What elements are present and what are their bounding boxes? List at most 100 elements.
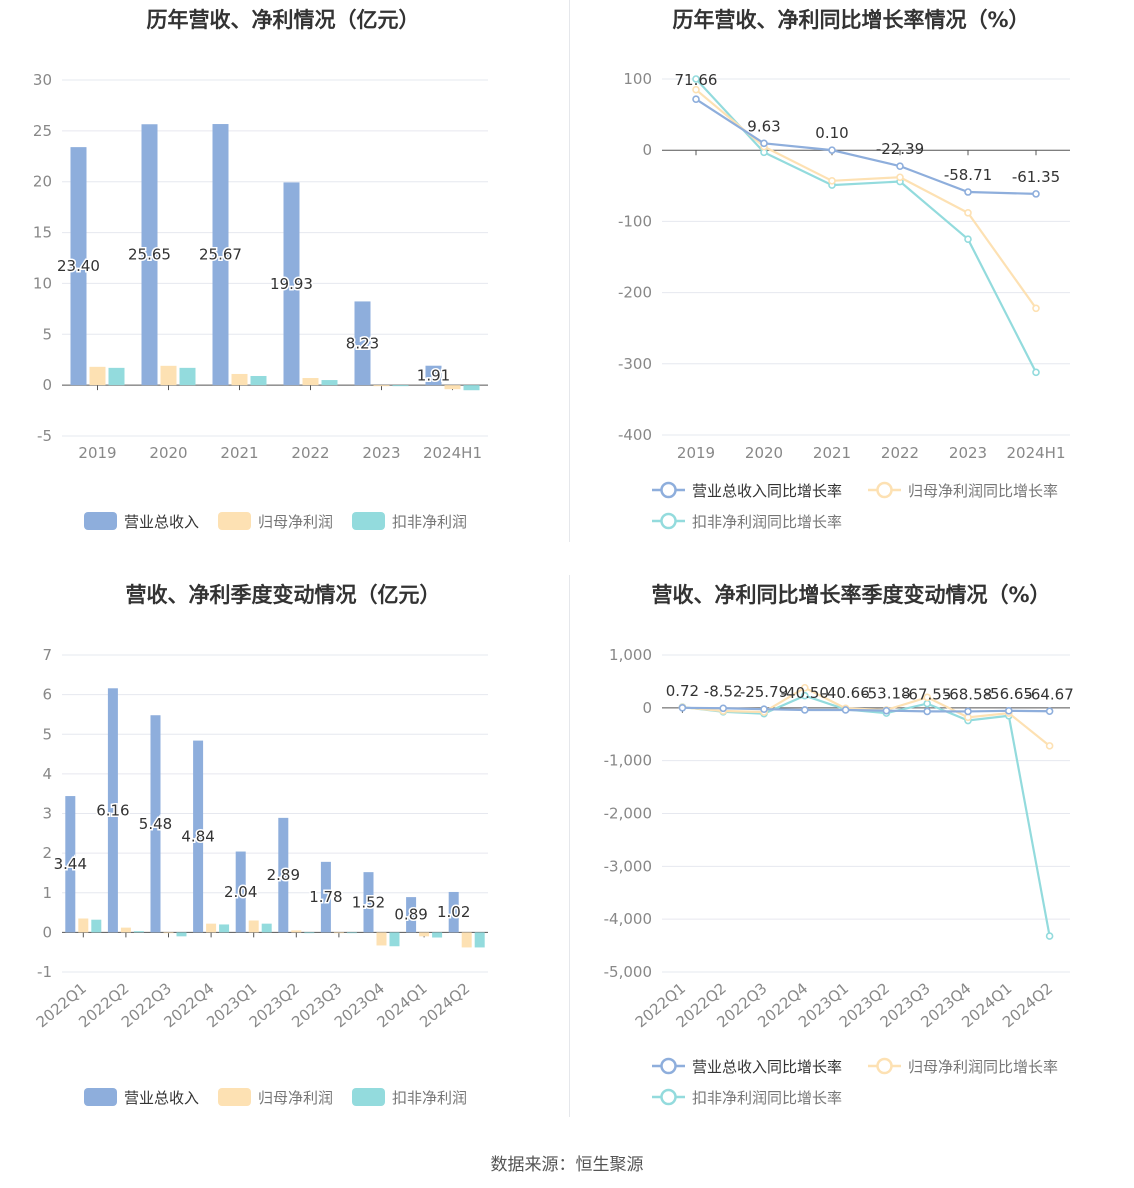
bar-deducted [474, 932, 485, 948]
data-point [760, 705, 768, 713]
data-label: 3.44 [54, 855, 87, 873]
data-label: -8.52 [704, 682, 743, 700]
data-label: -25.79 [740, 683, 788, 701]
data-label: -68.58 [944, 685, 992, 703]
bar-revenue [278, 817, 289, 933]
bar-netprofit [333, 932, 344, 934]
data-point [896, 173, 904, 182]
data-point [760, 139, 768, 148]
bar-netprofit [206, 923, 217, 933]
panel-annual-growth: 历年营收、净利同比增长率情况（%） -400 -300 -200 -100 0 100 20… [568, 0, 1134, 545]
bar-netprofit [419, 932, 430, 937]
legend-swatch [352, 1088, 385, 1106]
x-tick-label: 2022 [291, 444, 329, 462]
data-label: -53.18 [862, 685, 910, 703]
series-line-netprofit [682, 686, 1051, 747]
bar-netprofit [376, 932, 387, 946]
series-line-deducted [695, 78, 1037, 373]
data-point [1045, 932, 1054, 940]
data-label: -56.65 [985, 685, 1033, 703]
data-label: 8.23 [346, 334, 379, 352]
chart-quarterly-amounts: -1012345672022Q12022Q22022Q32022Q42023Q1… [33, 646, 488, 1107]
y-tick-label: 30 [33, 71, 52, 89]
bar-revenue [65, 796, 76, 933]
data-label: 4.84 [181, 827, 214, 845]
chart-title: 营收、净利同比增长率季度变动情况（%） [651, 583, 1051, 607]
bar-netprofit [89, 366, 106, 386]
y-tick-label: 0 [42, 376, 52, 394]
bar-netprofit [302, 378, 319, 386]
series-line-revenue [682, 706, 1050, 713]
bar-revenue [150, 715, 161, 933]
data-label: 5.48 [139, 815, 172, 833]
data-label: 1.78 [309, 888, 342, 906]
bar-deducted [392, 385, 409, 387]
legend-marker [660, 1057, 677, 1075]
data-point [692, 95, 700, 103]
bar-netprofit [444, 385, 461, 390]
legend-marker [660, 481, 677, 499]
data-label: 9.63 [747, 117, 780, 135]
data-label: 1.91 [417, 366, 450, 384]
bar-deducted [250, 375, 267, 386]
y-tick-label: -5 [37, 427, 52, 445]
data-label: 2.89 [267, 866, 300, 884]
y-tick-label: -3,000 [604, 857, 652, 875]
data-label: 0.89 [394, 906, 427, 924]
legend-label: 归母净利润同比增长率 [908, 1058, 1058, 1076]
data-label: 1.02 [437, 903, 470, 921]
data-point [964, 235, 972, 243]
bar-deducted [304, 932, 315, 934]
legend-marker [876, 481, 893, 499]
data-point [828, 146, 836, 154]
data-point [964, 209, 972, 217]
data-point [1032, 368, 1040, 377]
data-point [841, 706, 850, 714]
y-tick-label: -200 [618, 284, 652, 302]
bar-revenue [363, 872, 374, 933]
y-tick-label: 0 [42, 923, 52, 941]
y-tick-label: -300 [618, 355, 652, 373]
data-label: -58.71 [944, 166, 992, 184]
data-point [923, 707, 932, 716]
y-tick-label: 4 [42, 765, 52, 783]
panel-quarterly-growth: 营收、净利同比增长率季度变动情况（%） -5,000 -4,000 -3,000 -2… [568, 575, 1134, 1120]
legend-label: 归母净利润 [258, 513, 333, 531]
y-tick-label: 1 [42, 884, 52, 902]
x-tick-label: 2020 [149, 444, 187, 462]
data-point [1045, 707, 1054, 716]
x-tick-label: 2021 [220, 444, 258, 462]
legend-label: 扣非净利润 [392, 1089, 467, 1107]
bar-deducted [389, 932, 400, 947]
series-line-deducted [682, 694, 1051, 937]
data-point [1004, 707, 1013, 715]
y-tick-label: 2 [42, 844, 52, 862]
legend-label: 营业总收入 [124, 1089, 199, 1107]
legend-label: 营业总收入 [124, 513, 199, 531]
data-point [678, 703, 687, 712]
legend-label: 扣非净利润同比增长率 [692, 513, 842, 531]
legend-marker [660, 1088, 677, 1106]
data-label: 71.66 [675, 71, 718, 89]
x-tick-label: 2023 [949, 444, 987, 462]
bar-deducted [219, 924, 230, 933]
data-label: 0.72 [666, 682, 699, 700]
legend-marker [660, 512, 677, 530]
x-tick-label: 2023 [362, 444, 400, 462]
data-label: 25.65 [128, 246, 171, 264]
bar-deducted [261, 923, 272, 933]
y-tick-label: 0 [642, 141, 652, 159]
bar-revenue [193, 740, 204, 933]
bar-netprofit [120, 927, 131, 933]
data-label: 25.67 [199, 246, 242, 264]
bar-revenue [141, 124, 158, 386]
x-tick-label: 2019 [677, 444, 715, 462]
data-label: 2.04 [224, 883, 257, 901]
y-tick-label: 5 [42, 725, 52, 743]
y-tick-label: 1,000 [609, 646, 652, 664]
y-tick-label: 15 [33, 224, 52, 242]
data-point [923, 693, 932, 702]
legend-label: 扣非净利润 [392, 513, 467, 531]
bar-revenue [235, 851, 246, 933]
bar-revenue [425, 365, 442, 386]
